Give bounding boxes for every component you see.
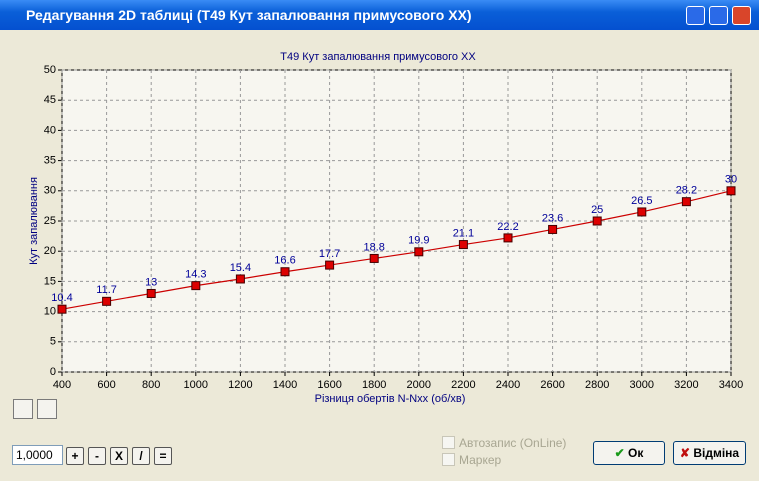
data-point <box>414 247 424 257</box>
data-label: 18.8 <box>363 241 384 253</box>
data-point <box>726 186 736 196</box>
data-label: 13 <box>145 276 157 288</box>
data-point <box>592 216 602 226</box>
y-tick-label: 10 <box>44 306 56 318</box>
data-label: 30 <box>725 174 737 186</box>
op-button[interactable]: - <box>88 447 106 465</box>
data-point <box>503 233 513 243</box>
window-title: Редагування 2D таблиці (T49 Кут запалюва… <box>26 7 472 23</box>
title-bar: Редагування 2D таблиці (T49 Кут запалюва… <box>0 0 759 30</box>
x-tick-label: 1800 <box>362 379 386 391</box>
y-tick-label: 30 <box>44 185 56 197</box>
print-button[interactable] <box>13 399 33 419</box>
data-point <box>235 274 245 284</box>
x-tick-label: 3000 <box>630 379 654 391</box>
x-tick-label: 1600 <box>317 379 341 391</box>
y-tick-label: 15 <box>44 275 56 287</box>
data-label: 21.1 <box>453 227 474 239</box>
x-tick-label: 3400 <box>719 379 743 391</box>
table-button[interactable] <box>37 399 57 419</box>
data-label: 23.6 <box>542 212 563 224</box>
autosave-checkbox: Автозапис (OnLine) <box>442 436 566 450</box>
data-label: 19.9 <box>408 235 429 247</box>
op-button[interactable]: + <box>66 447 84 465</box>
chart: T49 Кут запалювання примусового ХХ Різни… <box>28 51 743 405</box>
data-label: 15.4 <box>230 262 251 274</box>
op-button[interactable]: X <box>110 447 128 465</box>
plot-area <box>61 69 732 373</box>
data-point <box>458 240 468 250</box>
data-point <box>369 253 379 263</box>
x-tick-label: 600 <box>97 379 115 391</box>
y-tick-label: 25 <box>44 215 56 227</box>
cancel-button[interactable]: ✘ Відміна <box>673 441 746 465</box>
data-label: 22.2 <box>497 221 518 233</box>
marker-label: Маркер <box>459 453 502 467</box>
data-label: 11.7 <box>96 284 117 296</box>
x-tick-label: 800 <box>142 379 160 391</box>
x-tick-label: 3200 <box>674 379 698 391</box>
data-label: 14.3 <box>185 269 206 281</box>
maximize[interactable] <box>709 6 728 25</box>
x-tick-label: 2600 <box>540 379 564 391</box>
y-tick-label: 20 <box>44 245 56 257</box>
data-point <box>191 281 201 291</box>
op-button[interactable]: / <box>132 447 150 465</box>
ok-button[interactable]: ✔ Ок <box>593 441 665 465</box>
data-label: 26.5 <box>631 195 652 207</box>
close[interactable] <box>732 6 751 25</box>
marker-checkbox: Маркер <box>442 453 501 467</box>
x-tick-label: 2400 <box>496 379 520 391</box>
data-line <box>61 190 732 310</box>
minimize[interactable] <box>686 6 705 25</box>
y-axis-label: Кут запалювання <box>28 177 40 265</box>
y-tick-label: 35 <box>44 155 56 167</box>
cancel-label: Відміна <box>693 446 740 460</box>
data-point <box>102 296 112 306</box>
x-tick-label: 2000 <box>407 379 431 391</box>
data-label: 16.6 <box>274 255 295 267</box>
data-label: 17.7 <box>319 248 340 260</box>
data-point <box>146 288 156 298</box>
x-tick-label: 2200 <box>451 379 475 391</box>
data-point <box>57 304 67 314</box>
y-tick-label: 0 <box>50 366 56 378</box>
op-button[interactable]: = <box>154 447 172 465</box>
y-tick-label: 45 <box>44 94 56 106</box>
y-tick-label: 50 <box>44 64 56 76</box>
data-point <box>548 224 558 234</box>
y-tick-label: 5 <box>50 336 56 348</box>
x-tick-label: 1400 <box>273 379 297 391</box>
x-tick-label: 1000 <box>184 379 208 391</box>
factor-input[interactable]: 1,0000 <box>12 445 63 465</box>
chart-title: T49 Кут запалювання примусового ХХ <box>280 51 476 63</box>
x-tick-label: 400 <box>53 379 71 391</box>
data-label: 10.4 <box>51 292 72 304</box>
x-tick-label: 1200 <box>228 379 252 391</box>
data-point <box>280 267 290 277</box>
x-axis-label: Різниця обертів N-Nxx (об/хв) <box>315 393 466 405</box>
x-tick-label: 2800 <box>585 379 609 391</box>
data-label: 28.2 <box>676 185 697 197</box>
data-point <box>637 207 647 217</box>
data-point <box>325 260 335 270</box>
data-label: 25 <box>591 204 603 216</box>
ok-label: Ок <box>628 446 644 460</box>
autosave-label: Автозапис (OnLine) <box>459 436 567 450</box>
y-tick-label: 40 <box>44 124 56 136</box>
data-point <box>681 197 691 207</box>
